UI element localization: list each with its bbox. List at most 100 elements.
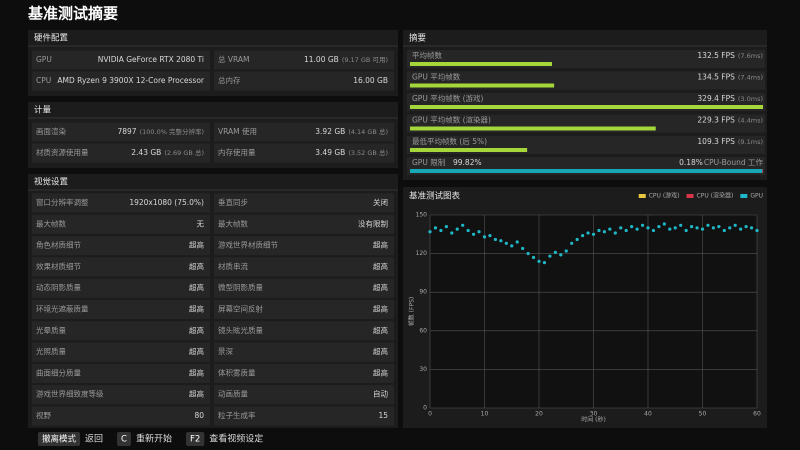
setting-label: 画面渲染	[36, 126, 66, 136]
data-point	[504, 241, 508, 245]
setting-row	[214, 385, 394, 405]
summary-note: (9.1ms)	[738, 138, 763, 146]
data-point	[510, 244, 514, 248]
setting-label: 光照质量	[36, 346, 66, 356]
setting-row	[32, 122, 210, 142]
setting-row	[214, 193, 394, 213]
setting-label: 效果材质细节	[36, 261, 81, 271]
summary-note: (3.0ms)	[738, 95, 763, 103]
data-point	[477, 230, 481, 234]
x-tick-label: 50	[699, 411, 707, 418]
key-action[interactable]: 查看视频设定	[209, 433, 263, 445]
data-point	[455, 227, 459, 231]
gpu-bound-bar	[410, 169, 763, 173]
setting-value: 超高	[189, 367, 204, 377]
setting-label: 材质资源使用量	[36, 147, 89, 157]
data-point	[515, 240, 519, 244]
data-point	[673, 226, 677, 230]
key-cap[interactable]	[117, 432, 131, 446]
cpu-bound-bar	[762, 169, 763, 173]
setting-label: 角色材质细节	[36, 240, 81, 250]
setting-row	[32, 363, 210, 384]
data-point	[537, 259, 541, 263]
setting-value: 超高	[373, 367, 388, 377]
key-action[interactable]: 重新开始	[136, 433, 172, 445]
gpu-bound-label: GPU 限制	[412, 157, 445, 167]
data-point	[526, 252, 530, 256]
data-point	[439, 228, 443, 233]
setting-label: 材质串流	[218, 261, 248, 271]
summary-note: (7.4ms)	[738, 74, 763, 82]
data-point	[646, 226, 650, 230]
setting-value: 自动	[373, 389, 388, 399]
key-cap[interactable]	[38, 432, 81, 446]
data-point	[531, 255, 536, 260]
data-point	[668, 227, 672, 231]
setting-row	[214, 122, 394, 142]
section-heading: 硬件配置	[34, 33, 69, 44]
setting-value: 80	[194, 411, 204, 420]
key-action[interactable]: 返回	[85, 433, 103, 445]
data-point	[690, 224, 694, 229]
data-point	[564, 249, 568, 253]
data-point	[586, 231, 590, 235]
summary-value: 329.4 FPS	[697, 94, 735, 103]
setting-value: NVIDIA GeForce RTX 2080 Ti	[98, 55, 204, 64]
key-cap[interactable]	[185, 432, 205, 446]
setting-value: 15	[378, 411, 388, 420]
setting-row	[214, 342, 394, 362]
data-point	[744, 224, 748, 229]
setting-label: GPU	[36, 55, 52, 64]
data-point	[749, 226, 754, 230]
setting-label: 环境光遮蔽质量	[36, 304, 89, 314]
setting-label: VRAM 使用	[218, 126, 257, 136]
data-point	[717, 224, 721, 229]
summary-label: GPU 平均帧数 (游戏)	[412, 93, 484, 103]
data-point	[428, 230, 432, 234]
setting-note: (2.69 GB 总)	[164, 148, 204, 157]
setting-value: 2.43 GB	[131, 148, 161, 157]
chart-title: 基准测试图表	[409, 191, 461, 202]
setting-note: (4.14 GB 总)	[348, 127, 388, 136]
setting-value: 3.49 GB	[315, 148, 345, 157]
setting-value: 超高	[373, 282, 388, 292]
legend-swatch	[686, 194, 694, 198]
setting-value: 16.00 GB	[353, 76, 388, 85]
setting-row	[32, 214, 210, 234]
data-point	[706, 223, 710, 227]
setting-row	[214, 278, 394, 298]
summary-value: 132.5 FPS	[697, 51, 735, 60]
setting-label: 体积雾质量	[218, 367, 256, 377]
data-point	[635, 227, 639, 231]
setting-row	[32, 406, 210, 426]
summary-bar	[410, 83, 555, 88]
setting-row	[32, 278, 210, 298]
setting-value: 超高	[373, 346, 388, 356]
legend-label: CPU (游戏)	[649, 192, 680, 200]
data-point	[553, 250, 557, 254]
setting-label: 景深	[218, 347, 233, 356]
x-tick-label: 0	[428, 411, 432, 418]
key-cap-label: F2	[190, 435, 200, 445]
setting-value: 1920x1080 (75.0%)	[129, 198, 204, 207]
setting-value: 超高	[189, 346, 204, 356]
data-point	[640, 223, 645, 227]
data-point	[695, 226, 699, 230]
y-tick-label: 150	[416, 212, 428, 219]
setting-label: 屏幕空间反射	[218, 304, 263, 314]
data-point	[662, 222, 666, 226]
cpu-bound-value: 0.18%	[679, 158, 703, 167]
setting-row	[214, 406, 394, 426]
setting-label: 垂直同步	[218, 197, 248, 207]
data-point	[728, 226, 732, 230]
data-point	[591, 232, 596, 236]
setting-value: AMD Ryzen 9 3900X 12-Core Processor	[57, 76, 204, 85]
x-tick-label: 20	[535, 411, 543, 418]
setting-label: 动态阴影质量	[36, 282, 81, 292]
setting-row	[32, 143, 210, 163]
data-point	[608, 227, 612, 231]
data-point	[493, 237, 497, 242]
setting-label: 镜头眩光质量	[218, 325, 263, 335]
setting-value: 7897	[117, 127, 136, 136]
setting-label: 窗口分辨率调整	[36, 197, 89, 207]
